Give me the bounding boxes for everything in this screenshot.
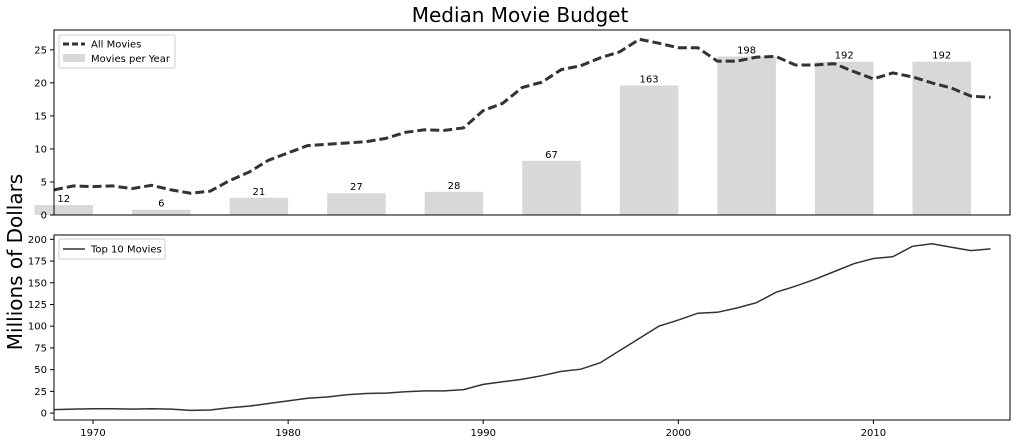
bar-label: 21 — [252, 187, 265, 198]
x-tick-label: 2000 — [666, 428, 691, 439]
bar — [814, 61, 874, 215]
x-tick-label: 1970 — [80, 428, 105, 439]
y-tick-label: 25 — [34, 387, 47, 398]
x-tick-label: 1980 — [275, 428, 300, 439]
bar-label: 6 — [158, 199, 164, 210]
y-tick-label: 0 — [41, 409, 47, 420]
bar-label: 27 — [350, 182, 363, 193]
legend-bottom: Top 10 Movies — [58, 238, 166, 260]
legend-label: Movies per Year — [91, 54, 171, 65]
top-panel: 12 6 21 27 28 67 163 198 192 192 0 5 10 15 20 25 All Mov… — [34, 29, 1011, 222]
bar-label: 163 — [640, 75, 659, 86]
bottom-frame — [53, 234, 1011, 421]
chart-title: Median Movie Budget — [412, 3, 629, 27]
y-tick-label: 125 — [28, 300, 47, 311]
x-tick-label: 1990 — [470, 428, 495, 439]
y-tick-label: 100 — [28, 322, 47, 333]
y-tick-label: 200 — [28, 235, 47, 246]
bar — [34, 205, 94, 215]
bar — [327, 193, 386, 215]
bar — [229, 197, 289, 215]
y-tick-label: 0 — [41, 211, 47, 222]
bar — [912, 61, 971, 215]
y-tick-label: 15 — [34, 111, 47, 122]
x-tick-label: 2010 — [861, 428, 886, 439]
y-tick-label: 10 — [34, 144, 47, 155]
series-line-all-movies — [53, 37, 991, 195]
top-frame — [53, 29, 1011, 216]
y-tick-label: 75 — [34, 343, 47, 354]
legend-label: Top 10 Movies — [90, 245, 162, 256]
bar — [522, 160, 581, 215]
legend-box — [58, 238, 166, 260]
legend-swatch-bar — [63, 54, 85, 62]
y-tick-label: 150 — [28, 278, 47, 289]
series-line-top10 — [53, 242, 991, 412]
bar-label: 28 — [448, 181, 461, 192]
y-tick-label: 5 — [41, 177, 47, 188]
y-tick-label: 175 — [28, 257, 47, 268]
y-tick-label: 20 — [34, 78, 47, 89]
bar — [132, 209, 191, 215]
bottom-panel: 0 25 50 75 100 125 150 175 200 1970 1980 1990 2000 20… — [28, 234, 1011, 439]
bar-label: 12 — [57, 194, 70, 205]
y-axis-label: Millions of Dollars — [3, 174, 27, 350]
legend-top: All Movies Movies per Year — [58, 34, 176, 69]
bar-label: 198 — [737, 45, 756, 56]
bar — [424, 191, 484, 215]
bar-label: 67 — [545, 150, 558, 161]
bar — [619, 85, 679, 215]
bar-label: 192 — [835, 51, 854, 62]
y-tick-label: 50 — [34, 365, 47, 376]
bar — [717, 56, 776, 215]
y-tick-label: 25 — [34, 45, 47, 56]
legend-label: All Movies — [91, 40, 141, 51]
bar-label: 192 — [932, 51, 951, 62]
legend-box — [58, 34, 176, 69]
